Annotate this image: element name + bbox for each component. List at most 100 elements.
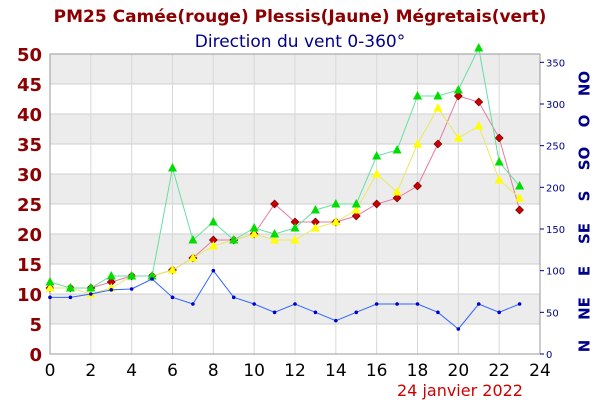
data-point — [395, 302, 399, 306]
y2-tick-label: 0 — [546, 350, 552, 361]
plot-frame — [49, 53, 541, 355]
data-point — [68, 295, 73, 300]
data-point — [494, 133, 504, 143]
data-point — [313, 310, 318, 315]
y-tick-label: 35 — [17, 135, 42, 156]
direction-label: E — [576, 266, 594, 276]
data-point — [127, 271, 137, 280]
data-point — [515, 205, 525, 215]
data-point — [351, 211, 361, 221]
chart-title: PM25 Camée(rouge) Plessis(Jaune) Mégreta… — [54, 7, 547, 27]
y-tick-label: 50 — [17, 45, 42, 66]
data-point — [188, 235, 198, 244]
y-tick-label: 45 — [17, 75, 42, 96]
x-tick-label: 6 — [167, 361, 178, 381]
y2-tick-label: 350 — [546, 58, 565, 69]
data-point — [48, 295, 52, 300]
data-point — [515, 193, 525, 202]
data-point — [129, 287, 134, 291]
data-point — [354, 310, 359, 315]
data-point — [272, 310, 277, 315]
data-point — [415, 302, 420, 306]
data-point — [168, 265, 177, 274]
data-point — [106, 271, 116, 280]
x-tick-label: 8 — [208, 361, 219, 381]
data-point — [252, 302, 256, 306]
data-point — [474, 121, 484, 130]
data-point — [515, 181, 525, 190]
data-point — [372, 151, 382, 160]
data-point — [413, 91, 422, 100]
y2-tick-label: 50 — [546, 308, 559, 319]
data-point — [229, 235, 239, 244]
data-point — [86, 283, 96, 292]
direction-label: NO — [576, 71, 594, 96]
y2-tick-label: 100 — [546, 267, 565, 278]
direction-label: NE — [576, 297, 594, 320]
data-point — [372, 199, 382, 209]
data-point — [270, 235, 280, 244]
direction-label: SO — [576, 147, 594, 171]
data-point — [474, 97, 484, 107]
data-point — [413, 139, 422, 148]
data-point — [208, 241, 218, 250]
x-tick-label: 18 — [407, 361, 429, 381]
x-tick-label: 22 — [488, 361, 510, 381]
data-point — [211, 268, 216, 273]
x-tick-label: 2 — [85, 361, 96, 381]
data-point — [147, 271, 157, 280]
direction-label: S — [576, 191, 594, 202]
y2-tick-label: 150 — [546, 225, 565, 236]
date-label: 24 janvier 2022 — [397, 381, 523, 400]
data-point — [310, 205, 320, 214]
data-point — [497, 310, 501, 315]
data-point — [310, 223, 320, 232]
data-point — [436, 310, 440, 315]
data-point — [433, 103, 443, 112]
chart-subtitle: Direction du vent 0-360° — [195, 32, 405, 52]
data-point — [374, 302, 379, 306]
data-point — [231, 295, 236, 300]
y-tick-label: 40 — [17, 105, 42, 126]
y-tick-label: 30 — [17, 165, 42, 186]
y-tick-label: 10 — [17, 285, 42, 306]
data-point — [453, 85, 463, 94]
data-point — [249, 223, 259, 232]
data-point — [188, 253, 198, 262]
series-line — [50, 269, 520, 330]
x-tick-label: 12 — [284, 361, 306, 381]
data-point — [334, 318, 338, 323]
data-point — [517, 302, 522, 306]
data-point — [290, 223, 300, 232]
data-point — [331, 217, 341, 226]
data-point — [476, 302, 481, 306]
data-point — [351, 199, 361, 208]
data-point — [249, 229, 259, 238]
data-point — [392, 193, 402, 203]
y-tick-label: 0 — [29, 345, 42, 366]
y2-tick-label: 300 — [546, 100, 565, 111]
data-point — [290, 235, 300, 244]
y2-tick-label: 250 — [546, 142, 565, 153]
x-tick-label: 14 — [325, 361, 347, 381]
y-tick-label: 5 — [29, 315, 42, 336]
data-point — [170, 295, 175, 300]
x-tick-label: 16 — [366, 361, 388, 381]
data-point — [453, 91, 463, 101]
data-point — [372, 169, 382, 178]
data-point — [191, 302, 195, 306]
data-point — [392, 187, 402, 196]
data-point — [331, 199, 341, 208]
data-point — [413, 181, 422, 191]
data-point — [293, 302, 297, 306]
data-point — [65, 283, 75, 292]
data-point — [453, 133, 463, 142]
series-m-gretais — [45, 43, 525, 292]
data-point — [494, 175, 504, 184]
x-tick-label: 4 — [126, 361, 137, 381]
x-tick-label: 0 — [45, 361, 56, 381]
data-point — [89, 292, 93, 296]
data-point — [270, 229, 280, 238]
